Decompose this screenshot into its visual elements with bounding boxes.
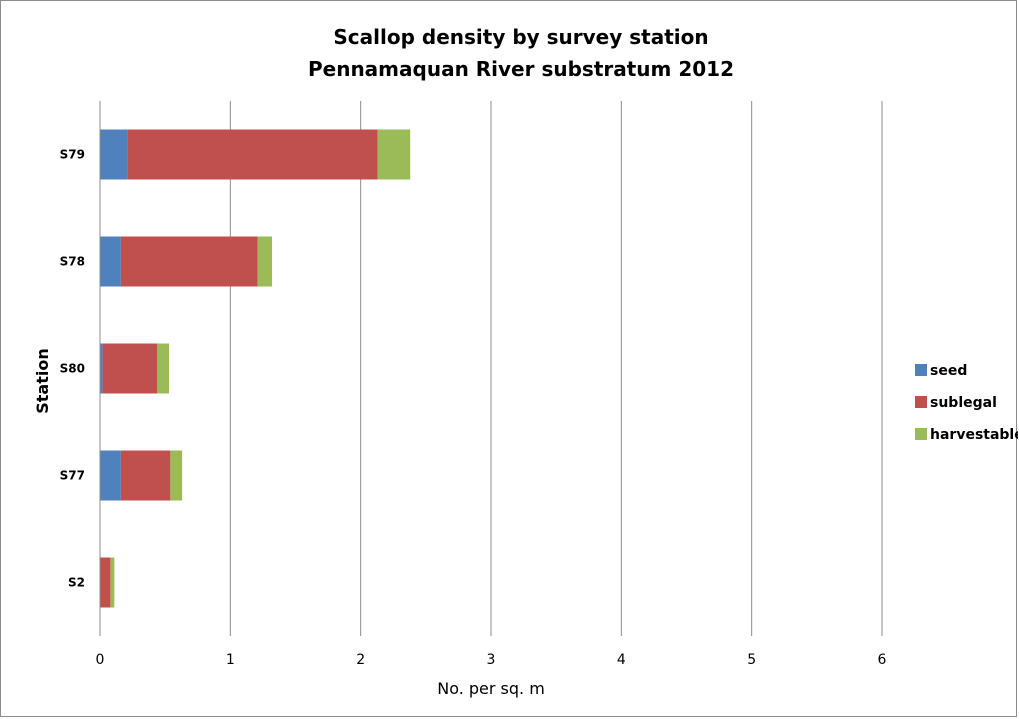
bar-segment-harvestable	[257, 236, 273, 287]
bar-segment-sublegal	[120, 236, 258, 287]
legend-label: harvestable	[930, 427, 1018, 443]
bar-segment-seed	[100, 343, 103, 394]
x-tick-label: 1	[226, 652, 235, 668]
bar-segment-sublegal	[102, 343, 158, 394]
legend-swatch	[915, 428, 927, 440]
y-category-label: S78	[60, 255, 85, 269]
legend-swatch	[915, 364, 927, 376]
x-tick-label: 3	[487, 652, 496, 668]
bar-segment-harvestable	[170, 450, 183, 501]
y-category-label: S80	[60, 362, 85, 376]
bar-segment-sublegal	[127, 129, 378, 180]
bar-segment-seed	[100, 129, 128, 180]
y-category-label: S77	[60, 469, 85, 483]
x-tick-label: 2	[356, 652, 365, 668]
bars	[100, 129, 411, 608]
y-category-label: S2	[68, 576, 85, 590]
bar-segment-seed	[100, 236, 121, 287]
x-tick-label: 6	[878, 652, 887, 668]
legend-label: sublegal	[930, 395, 997, 411]
bar-segment-harvestable	[110, 557, 115, 608]
legend: seed sublegal harvestable	[915, 363, 1018, 443]
bar-segment-harvestable	[157, 343, 170, 394]
bar-segment-harvestable	[377, 129, 411, 180]
chart-subtitle: Pennamaquan River substratum 2012	[308, 57, 734, 81]
x-tick-label: 4	[617, 652, 626, 668]
y-category-labels: S79 S78 S80 S77 S2	[60, 148, 85, 590]
y-axis-title: Station	[33, 348, 52, 413]
y-category-label: S79	[60, 148, 85, 162]
bar-segment-seed	[100, 450, 121, 501]
x-axis-title: No. per sq. m	[437, 679, 545, 698]
bar-segment-sublegal	[100, 557, 111, 608]
x-tick-label: 5	[747, 652, 756, 668]
legend-swatch	[915, 396, 927, 408]
gridlines	[229, 101, 883, 636]
bar-segment-sublegal	[120, 450, 171, 501]
legend-label: seed	[930, 363, 967, 379]
chart-title: Scallop density by survey station	[333, 25, 708, 49]
x-tick-label: 0	[96, 652, 105, 668]
x-tick-labels: 0 1 2 3 4 5 6	[96, 652, 887, 668]
